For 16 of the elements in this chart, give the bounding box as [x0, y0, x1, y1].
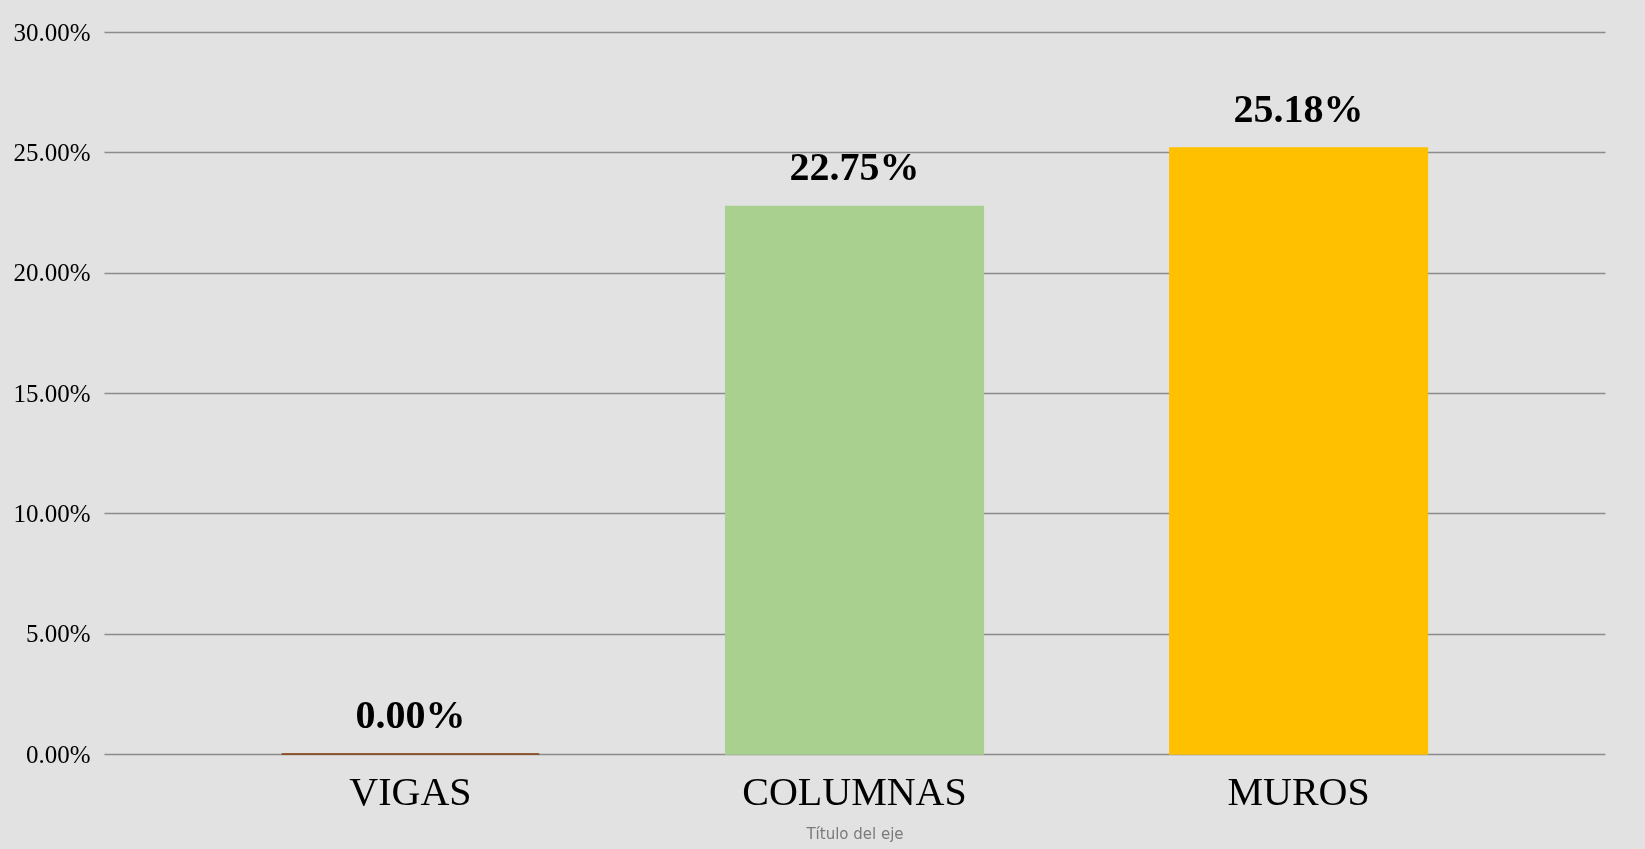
x-tick-label: COLUMNAS [742, 768, 967, 814]
x-tick-label: MUROS [1227, 768, 1370, 814]
data-label: 25.18% [1233, 86, 1364, 131]
x-tick-label: VIGAS [349, 768, 472, 814]
data-label: 22.75% [789, 144, 920, 190]
y-tick-label: 30.00% [13, 18, 91, 46]
bar [1169, 147, 1429, 755]
y-tick-label: 10.00% [13, 499, 91, 527]
x-axis-title: Título del eje [805, 824, 904, 843]
bar [724, 205, 985, 755]
y-tick-label: 15.00% [13, 379, 91, 407]
y-tick-label: 0.00% [25, 740, 91, 768]
y-tick-label: 20.00% [13, 259, 91, 287]
data-label: 0.00% [355, 692, 466, 737]
y-tick-label: 25.00% [13, 138, 91, 166]
y-tick-label: 5.00% [25, 620, 91, 648]
